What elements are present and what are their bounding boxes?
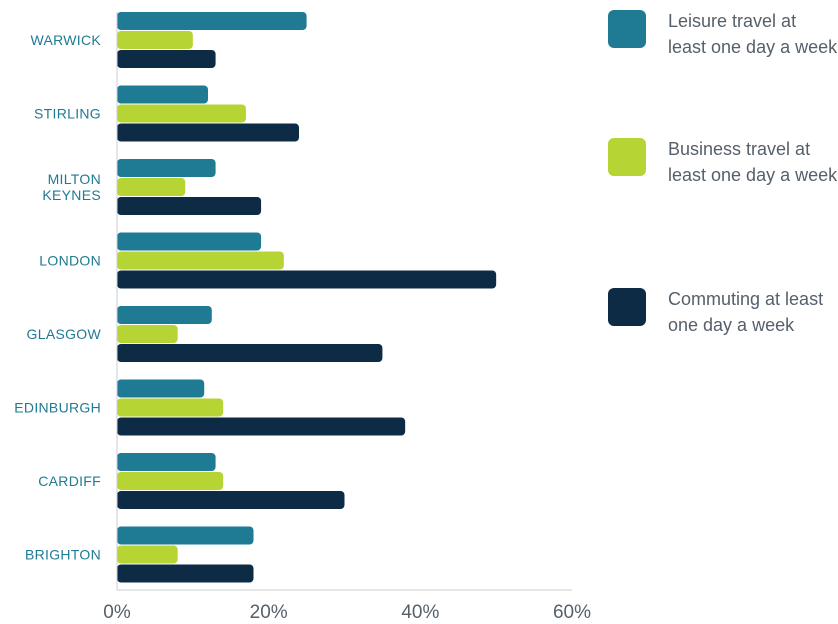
bar-edinburgh-business <box>117 398 224 417</box>
category-label-line: STIRLING <box>34 106 101 122</box>
category-label-line: MILTON <box>48 171 101 187</box>
bar-warwick-leisure <box>117 12 307 30</box>
bar-warwick-business <box>117 31 193 49</box>
bar-brighton-commuting <box>117 564 254 583</box>
bar-warwick-commuting <box>117 50 216 68</box>
category-labels: WARWICK STIRLING MILTON KEYNES LONDON GLASGOW… <box>14 32 101 563</box>
x-tick-label: 20% <box>250 602 288 623</box>
category-label-warwick: WARWICK <box>30 32 101 48</box>
bar-edinburgh-commuting <box>117 417 406 436</box>
legend-label-leisure: Leisure travel at least one day a week <box>668 11 838 57</box>
bar-london-commuting <box>117 270 497 289</box>
category-label-line: LONDON <box>39 253 101 269</box>
category-label-london: LONDON <box>39 253 101 269</box>
bar-stirling-commuting <box>117 123 299 142</box>
bar-glasgow-commuting <box>117 344 383 362</box>
bar-cardiff-leisure <box>117 453 216 471</box>
x-tick-labels: 0% 20% 40% 60% <box>103 602 591 623</box>
bar-london-business <box>117 251 284 270</box>
category-label-cardiff: CARDIFF <box>38 473 101 489</box>
x-tick-label: 40% <box>401 602 439 623</box>
bar-brighton-leisure <box>117 526 254 545</box>
x-tick-label: 0% <box>103 602 131 623</box>
category-label-line: GLASGOW <box>27 326 102 342</box>
category-label-line: CARDIFF <box>38 473 101 489</box>
category-label-line: KEYNES <box>42 187 101 203</box>
bar-cardiff-commuting <box>117 491 345 509</box>
legend-swatch-commuting <box>608 288 646 326</box>
category-label-line: WARWICK <box>30 32 101 48</box>
category-label-line: EDINBURGH <box>14 400 101 416</box>
legend-label-commuting: Commuting at least one day a week <box>668 289 824 335</box>
category-label-edinburgh: EDINBURGH <box>14 400 101 416</box>
x-tick-label: 60% <box>553 602 591 623</box>
category-label-glasgow: GLASGOW <box>27 326 102 342</box>
bar-milton-keynes-business <box>117 178 186 196</box>
bar-stirling-business <box>117 104 246 123</box>
bar-brighton-business <box>117 545 178 564</box>
category-label-milton-keynes: MILTON KEYNES <box>42 171 101 203</box>
bar-edinburgh-leisure <box>117 379 205 398</box>
bar-milton-keynes-leisure <box>117 159 216 177</box>
bar-chart: WARWICK STIRLING MILTON KEYNES LONDON GLASGOW… <box>14 12 591 623</box>
bar-glasgow-business <box>117 325 178 343</box>
legend-swatch-leisure <box>608 10 646 48</box>
bar-cardiff-business <box>117 472 224 490</box>
legend-label-business: Business travel at least one day a week <box>668 139 838 185</box>
category-label-brighton: BRIGHTON <box>25 547 101 563</box>
category-label-line: BRIGHTON <box>25 547 101 563</box>
bars-group <box>117 12 497 583</box>
bar-milton-keynes-commuting <box>117 197 262 215</box>
category-label-stirling: STIRLING <box>34 106 101 122</box>
bar-stirling-leisure <box>117 85 208 104</box>
bar-london-leisure <box>117 232 262 251</box>
bar-glasgow-leisure <box>117 306 212 324</box>
legend-swatch-business <box>608 138 646 176</box>
